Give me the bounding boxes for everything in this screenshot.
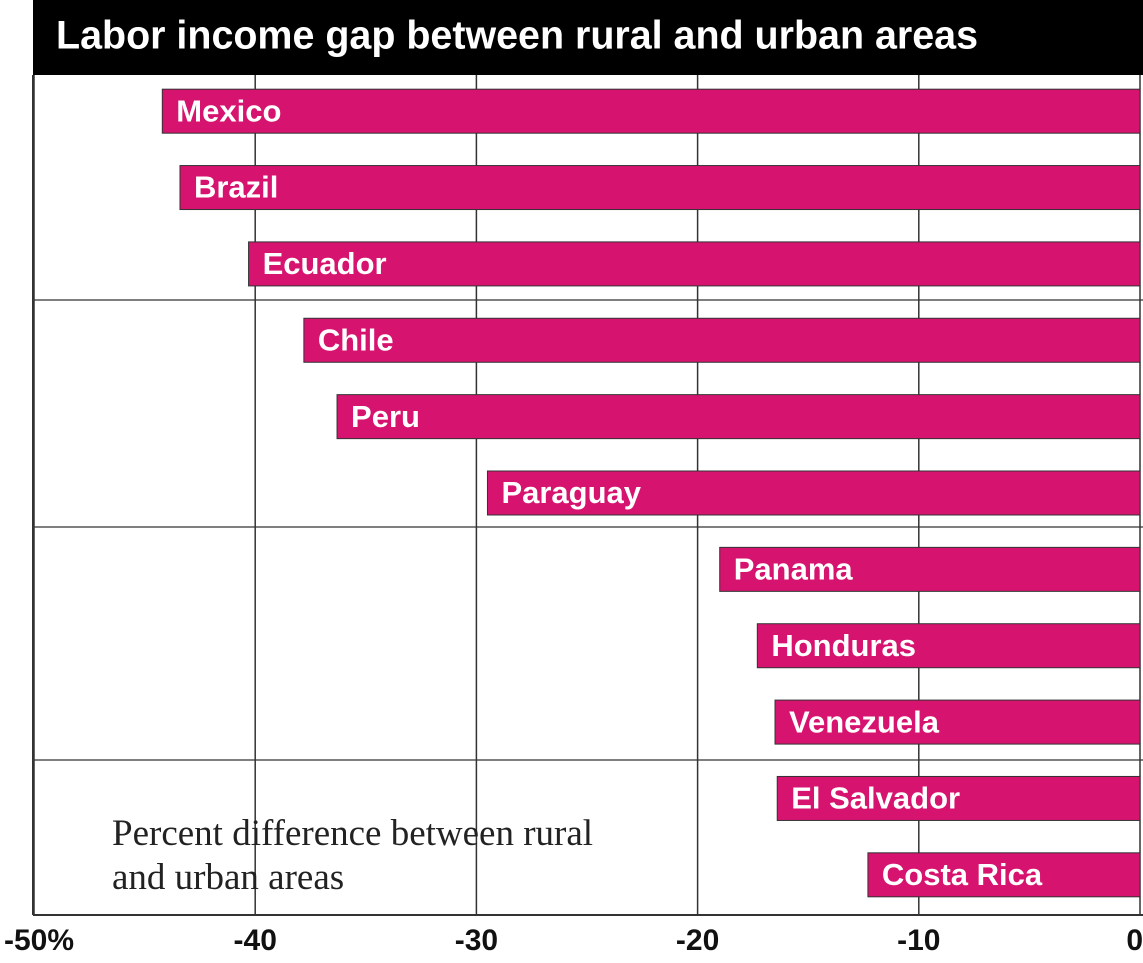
bar-label: Mexico [176, 93, 281, 128]
bar-label: Honduras [771, 628, 916, 663]
bar [756, 623, 1141, 669]
bar [161, 88, 1141, 134]
bar-label: El Salvador [791, 781, 960, 816]
x-tick-label: -40 [234, 924, 277, 957]
x-tick-label: -30 [455, 924, 498, 957]
bar-label: Venezuela [789, 704, 940, 739]
x-tick-label: -50% [4, 924, 74, 957]
bar-label: Paraguay [501, 475, 641, 510]
bar [774, 699, 1141, 745]
bar-label: Costa Rica [882, 857, 1043, 892]
chart-title: Labor income gap between rural and urban… [56, 14, 978, 58]
x-tick-label: -20 [676, 924, 719, 957]
bars: Mexico Brazil Ecuador Chile Peru Paraguay Pana… [161, 88, 1141, 898]
bar [179, 165, 1141, 211]
bar [303, 317, 1141, 363]
annotation: Percent difference between rural and urb… [112, 813, 594, 898]
x-tick-label: -10 [897, 924, 940, 957]
bar-label: Panama [734, 552, 854, 587]
bar [776, 775, 1141, 821]
bar [336, 394, 1141, 440]
bar-label: Ecuador [263, 246, 387, 281]
bar [486, 470, 1141, 516]
title-bar [33, 0, 1143, 75]
bar-label: Peru [351, 399, 420, 434]
x-tick-label: 0 [1126, 924, 1143, 957]
bar [867, 852, 1141, 898]
bar-label: Chile [318, 322, 394, 357]
bar-label: Brazil [194, 170, 278, 205]
bar [719, 546, 1141, 592]
bar [248, 241, 1141, 287]
